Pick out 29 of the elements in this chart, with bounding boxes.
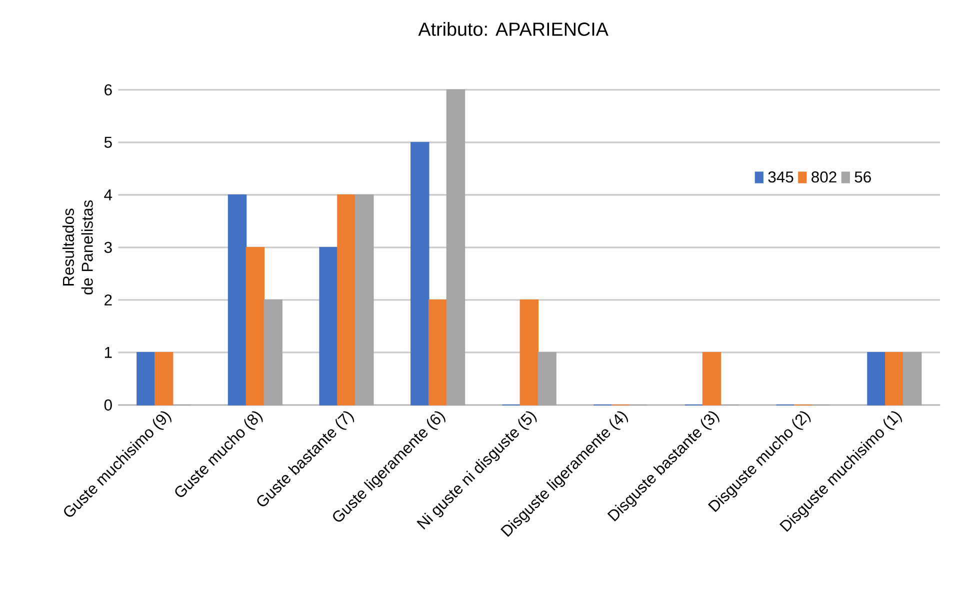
bar xyxy=(428,300,448,406)
y-axis-title: Resultados de Panelistas xyxy=(62,200,93,294)
legend-label: 802 xyxy=(812,171,836,183)
bar xyxy=(264,300,282,406)
y-tick-label: 3 xyxy=(104,242,112,254)
bar xyxy=(319,247,338,406)
legend-label: 56 xyxy=(854,171,871,183)
y-tick-label: 0 xyxy=(104,399,112,411)
bar xyxy=(136,352,156,406)
y-tick-label: 5 xyxy=(104,136,112,148)
y-tick-label: 1 xyxy=(104,347,112,358)
bar xyxy=(702,352,722,406)
bar xyxy=(885,352,904,406)
y-tick-label: 2 xyxy=(104,294,112,306)
bar xyxy=(867,352,886,406)
legend-label: 345 xyxy=(768,171,794,183)
bar xyxy=(520,300,539,406)
chart-title: Atributo: APARIENCIA xyxy=(418,22,608,36)
y-tick-label: 6 xyxy=(104,84,112,96)
bar xyxy=(228,194,247,406)
bar xyxy=(337,194,356,406)
bar xyxy=(355,194,374,406)
bar xyxy=(446,89,466,406)
bar xyxy=(154,352,174,406)
y-tick-label: 4 xyxy=(104,189,112,200)
bar xyxy=(246,247,265,406)
bar xyxy=(410,142,430,406)
bar xyxy=(902,352,922,406)
bar xyxy=(538,352,556,406)
